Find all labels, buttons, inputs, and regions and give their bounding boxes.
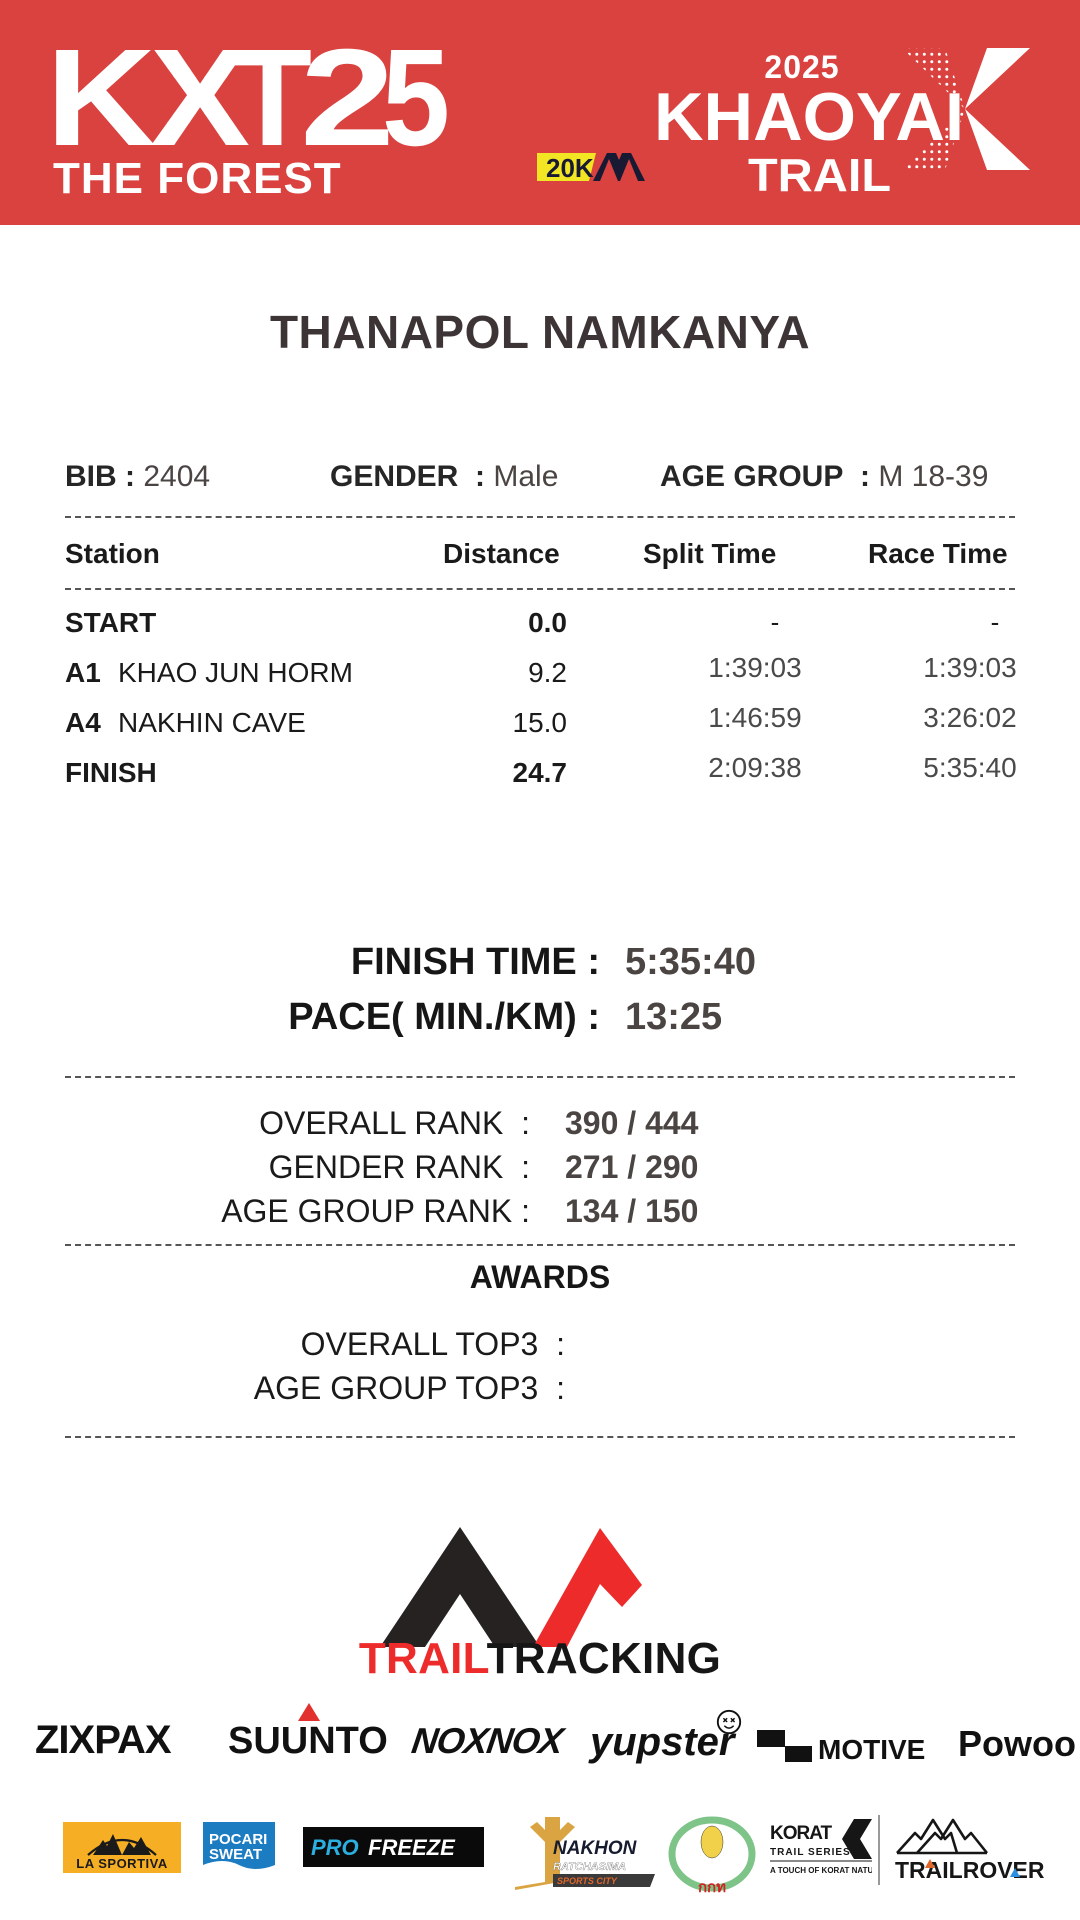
svg-text:TRAILROVER: TRAILROVER xyxy=(895,1857,1045,1883)
svg-text:2: 2 xyxy=(300,21,395,175)
svg-text:FREEZE: FREEZE xyxy=(368,1835,456,1860)
svg-text:SPORTS CITY: SPORTS CITY xyxy=(557,1876,618,1886)
svg-text:TRAIL SERIES: TRAIL SERIES xyxy=(770,1847,851,1858)
svg-text:PRO: PRO xyxy=(311,1835,359,1860)
svg-text:SWEAT: SWEAT xyxy=(209,1846,262,1863)
svg-text:KHAOYAI: KHAOYAI xyxy=(654,79,964,155)
svg-text:TRAIL: TRAIL xyxy=(748,149,891,201)
svg-text:RATCHASIMA: RATCHASIMA xyxy=(553,1861,626,1873)
svg-text:กกท: กกท xyxy=(698,1879,726,1896)
svg-text:A TOUCH OF KORAT NATURE: A TOUCH OF KORAT NATURE xyxy=(770,1866,872,1875)
svg-text:KORAT: KORAT xyxy=(770,1823,833,1844)
svg-text:LA SPORTIVA: LA SPORTIVA xyxy=(76,1856,168,1871)
svg-text:THE FOREST: THE FOREST xyxy=(53,154,342,203)
svg-text:K: K xyxy=(46,21,156,175)
svg-text:5: 5 xyxy=(382,21,450,175)
svg-text:NAKHON: NAKHON xyxy=(553,1838,638,1859)
svg-text:20K: 20K xyxy=(546,153,594,183)
